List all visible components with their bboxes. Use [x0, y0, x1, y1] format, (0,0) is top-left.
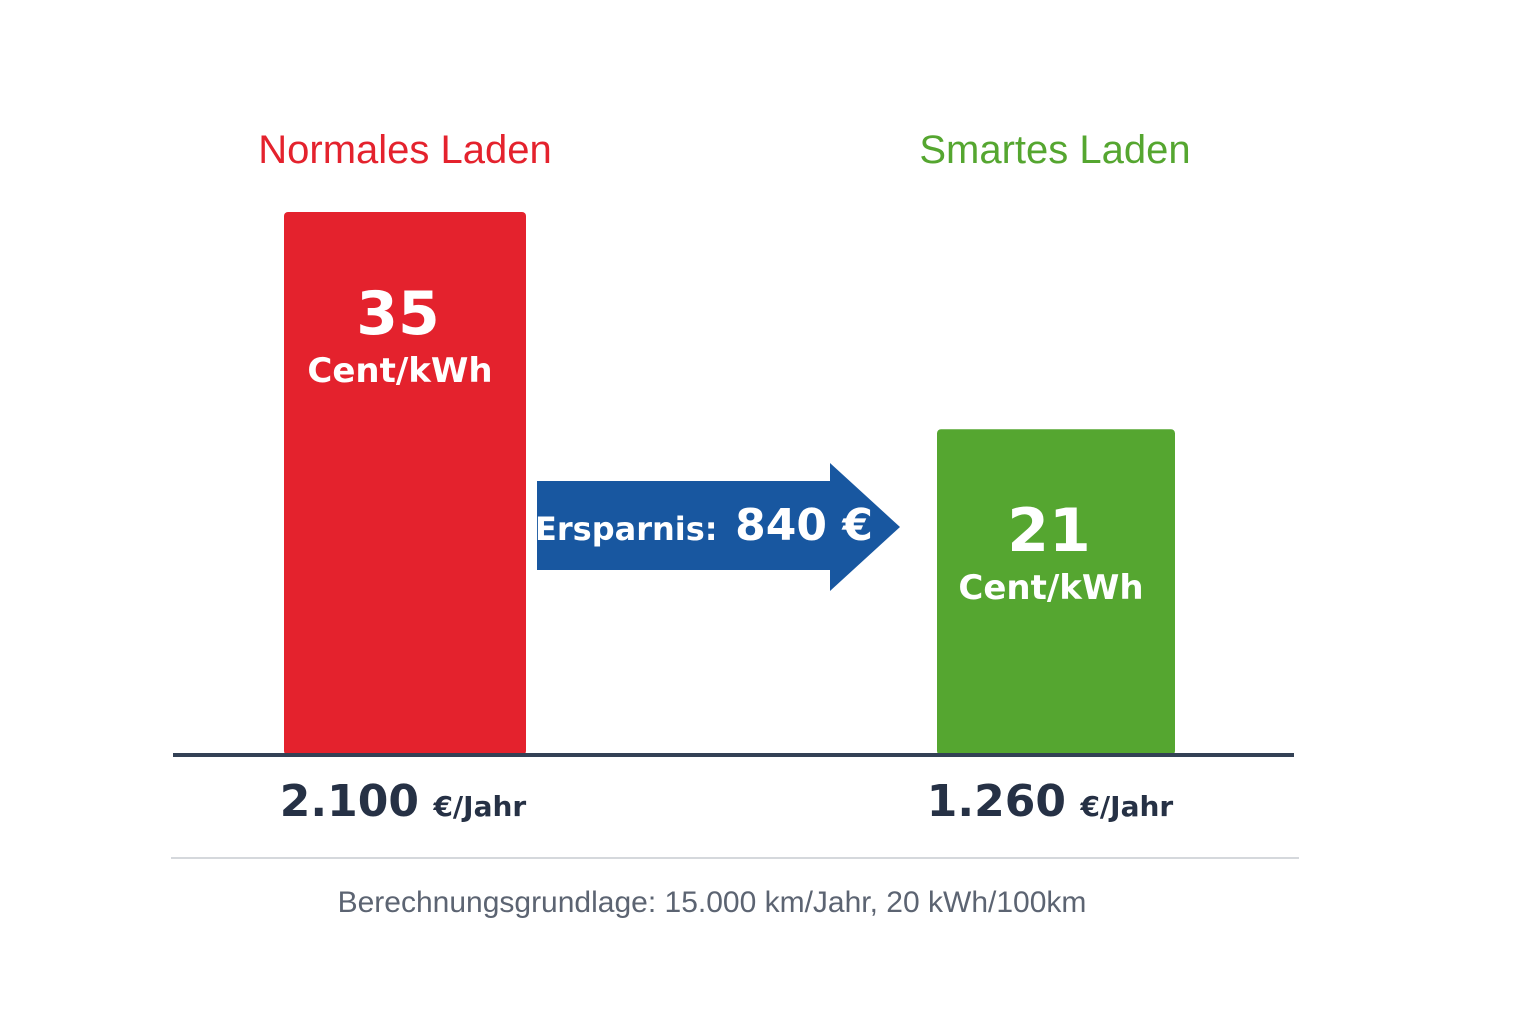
annual-cost-normal: 2.100 €/Jahr	[280, 776, 527, 827]
bar-value-label-normal: 35	[356, 279, 440, 349]
annual-cost-amount-normal: 2.100	[280, 776, 419, 827]
annual-cost-smart: 1.260 €/Jahr	[927, 776, 1174, 827]
annual-cost-unit-smart: €/Jahr	[1079, 790, 1173, 823]
bar-unit-label-normal: Cent/kWh	[307, 351, 492, 391]
category-title-smart: Smartes Laden	[919, 128, 1190, 172]
bar-unit-label-smart: Cent/kWh	[958, 568, 1143, 608]
category-title-normal: Normales Laden	[258, 128, 552, 172]
bar-normal-laden	[284, 212, 526, 755]
bar-smartes-laden	[937, 429, 1175, 755]
annual-cost-unit-normal: €/Jahr	[432, 790, 526, 823]
savings-arrow	[537, 463, 900, 591]
footnote: Berechnungsgrundlage: 15.000 km/Jahr, 20…	[338, 886, 1087, 919]
savings-label: Ersparnis:	[535, 510, 718, 548]
annual-cost-amount-smart: 1.260	[927, 776, 1066, 827]
savings-value: 840 €	[735, 500, 873, 551]
bar-value-label-smart: 21	[1007, 496, 1091, 566]
savings-text: Ersparnis: 840 €	[535, 500, 873, 551]
